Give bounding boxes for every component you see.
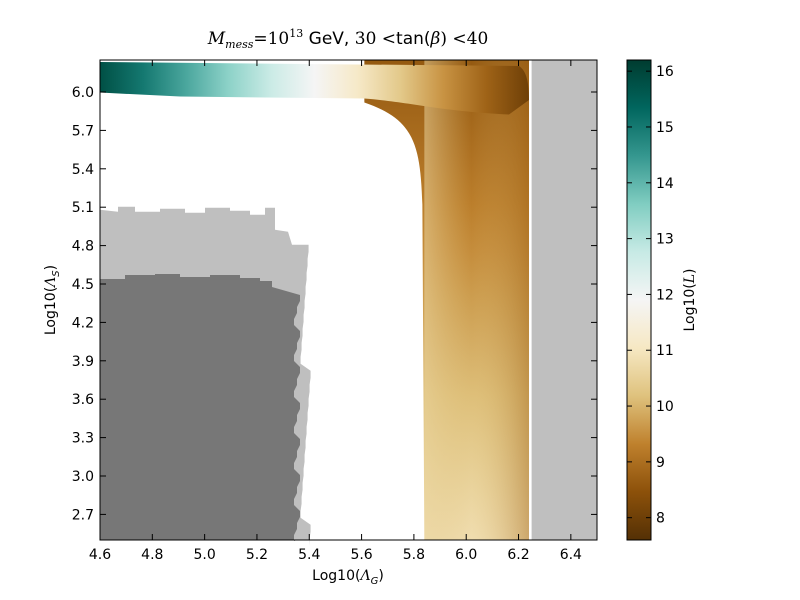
y-tick-label: 4.2 bbox=[72, 315, 94, 331]
y-tick-label: 5.7 bbox=[72, 123, 94, 139]
colorbar-scale bbox=[626, 59, 652, 541]
x-tick-label: 5.2 bbox=[246, 547, 268, 563]
plot-area: 4.6 4.8 5.0 5.2 5.4 5.6 5.8 6.0 6.2 6.4 2.7 3.0 3.3… bbox=[72, 59, 598, 563]
x-tick-label: 5.6 bbox=[350, 547, 372, 563]
colorbar-tick-label: 13 bbox=[656, 232, 674, 248]
x-tick-label: 6.0 bbox=[455, 547, 477, 563]
plot-regions bbox=[100, 60, 597, 546]
x-axis-label: Log10(ΛG) bbox=[312, 568, 384, 587]
cbar-label-sym: L bbox=[682, 274, 698, 284]
y-axis-label: Log10(ΛS) bbox=[43, 265, 62, 335]
title-gev: GeV, bbox=[303, 29, 354, 49]
y-tick-label: 3.9 bbox=[72, 354, 94, 370]
likelihood-strip-top bbox=[100, 62, 529, 115]
x-tick-label: 5.4 bbox=[298, 547, 320, 563]
x-tick-label: 6.2 bbox=[507, 547, 529, 563]
y-tick-label: 6.0 bbox=[72, 85, 94, 101]
title-beta: β bbox=[430, 29, 441, 49]
y-label-sub: S bbox=[51, 270, 62, 277]
y-tick-label: 2.7 bbox=[72, 507, 94, 523]
chart-title: Mmess=1013 GeV, 30 <tan(β) <40 bbox=[207, 27, 489, 51]
y-label-pre: Log10( bbox=[43, 287, 59, 335]
x-tick-label: 6.4 bbox=[560, 547, 582, 563]
x-label-sym: Λ bbox=[358, 568, 370, 584]
colorbar-label: Log10(L) bbox=[682, 268, 698, 331]
x-tick-label: 4.8 bbox=[141, 547, 163, 563]
x-tick-label: 4.6 bbox=[89, 547, 111, 563]
colorbar-tick-label: 8 bbox=[656, 511, 665, 527]
y-tick-label: 4.8 bbox=[72, 239, 94, 255]
plot-frame bbox=[99, 59, 598, 541]
x-label-sub: G bbox=[371, 576, 379, 587]
colorbar-tick-label: 11 bbox=[656, 343, 674, 359]
title-range-pre: 30 < bbox=[355, 29, 396, 49]
title-range-post: ) <40 bbox=[440, 29, 488, 49]
y-tick-label: 5.4 bbox=[72, 162, 94, 178]
colorbar-ticks: 8 9 10 11 12 13 14 15 16 bbox=[627, 64, 674, 527]
colorbar-tick-label: 12 bbox=[656, 287, 674, 303]
title-m-sub: mess bbox=[225, 38, 254, 51]
excluded-region-right bbox=[531, 60, 597, 540]
colorbar: 8 9 10 11 12 13 14 15 16 bbox=[626, 59, 674, 541]
y-tick-label: 5.1 bbox=[72, 200, 94, 216]
x-tick-label: 5.8 bbox=[403, 547, 425, 563]
colorbar-tick-label: 16 bbox=[656, 64, 674, 80]
title-m: M bbox=[207, 29, 226, 49]
colorbar-tick-label: 9 bbox=[656, 455, 665, 471]
x-axis-ticks: 4.6 4.8 5.0 5.2 5.4 5.6 5.8 6.0 6.2 6.4 bbox=[89, 60, 582, 563]
y-tick-label: 3.6 bbox=[72, 392, 94, 408]
cbar-label-pre: Log10( bbox=[682, 283, 698, 331]
x-tick-label: 5.0 bbox=[193, 547, 215, 563]
cbar-label-post: ) bbox=[682, 268, 698, 273]
y-tick-label: 3.3 bbox=[72, 431, 94, 447]
excluded-region-dark bbox=[100, 274, 300, 542]
x-label-post: ) bbox=[378, 568, 383, 584]
title-exp: 13 bbox=[289, 27, 303, 40]
title-tan: tan( bbox=[396, 29, 431, 49]
colorbar-tick-label: 14 bbox=[656, 176, 674, 192]
y-axis-ticks: 2.7 3.0 3.3 3.6 3.9 4.2 4.5 4.8 5.1 5.4 5.7 6.0 bbox=[72, 85, 597, 523]
colorbar-tick-label: 15 bbox=[656, 120, 674, 136]
x-label-pre: Log10( bbox=[312, 568, 360, 584]
y-label-post: ) bbox=[43, 265, 59, 270]
title-eq: =10 bbox=[253, 29, 289, 49]
colorbar-tick-label: 10 bbox=[656, 399, 674, 415]
y-tick-label: 3.0 bbox=[72, 469, 94, 485]
likelihood-band-shading bbox=[424, 60, 529, 540]
y-tick-label: 4.5 bbox=[72, 277, 94, 293]
y-label-sym: Λ bbox=[43, 277, 59, 289]
